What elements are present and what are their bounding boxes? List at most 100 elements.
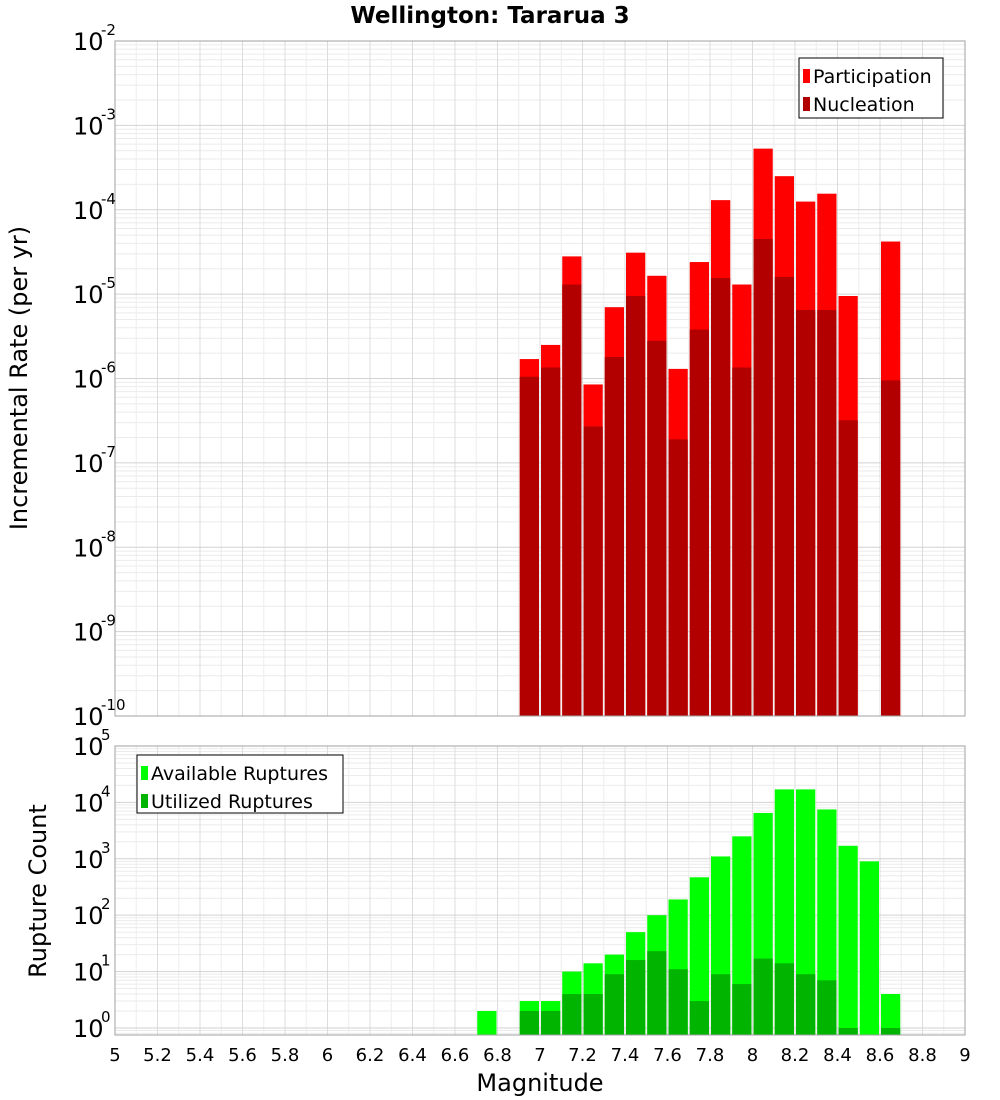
bar-utilized-ruptures bbox=[668, 969, 688, 1035]
y-tick-label: 10 bbox=[73, 959, 104, 987]
x-tick-label: 7.4 bbox=[611, 1045, 640, 1066]
bar-nucleation bbox=[817, 309, 837, 716]
y-tick-label: 10 bbox=[73, 281, 104, 309]
bar-utilized-ruptures bbox=[626, 960, 646, 1035]
x-tick-label: 6.6 bbox=[441, 1045, 470, 1066]
y-tick-label: 10 bbox=[73, 197, 104, 225]
bar-utilized-ruptures bbox=[647, 951, 667, 1035]
x-tick-label: 8.4 bbox=[823, 1045, 852, 1066]
bar-available-ruptures bbox=[859, 861, 879, 1035]
bar-utilized-ruptures bbox=[689, 1001, 709, 1035]
bar-utilized-ruptures bbox=[519, 1010, 539, 1035]
bar-available-ruptures bbox=[689, 877, 709, 1035]
legend-box bbox=[798, 57, 944, 119]
y-tick-exponent: -5 bbox=[101, 274, 116, 292]
y-tick-label: 10 bbox=[73, 733, 104, 761]
x-tick-label: 8.2 bbox=[781, 1045, 810, 1066]
y-tick-label: 10 bbox=[73, 366, 104, 394]
bar-nucleation bbox=[838, 420, 858, 716]
legend-label: Utilized Ruptures bbox=[151, 791, 313, 813]
y-tick-exponent: 3 bbox=[101, 839, 111, 857]
bar-utilized-ruptures bbox=[838, 1027, 858, 1035]
legend-swatch bbox=[141, 794, 148, 808]
bar-nucleation bbox=[583, 426, 603, 716]
bar-nucleation bbox=[647, 340, 667, 716]
x-tick-label: 7.2 bbox=[568, 1045, 597, 1066]
x-axis-label: Magnitude bbox=[476, 1069, 603, 1097]
y-tick-label: 10 bbox=[73, 619, 104, 647]
y-tick-exponent: 2 bbox=[101, 895, 111, 913]
legend: Available Ruptures Utilized Ruptures bbox=[136, 754, 344, 814]
y-tick-label: 10 bbox=[73, 1015, 104, 1043]
legend-box bbox=[136, 754, 344, 814]
y-tick-label: 10 bbox=[73, 28, 104, 56]
bar-utilized-ruptures bbox=[796, 974, 816, 1035]
rate-y-axis-label: Incremental Rate (per yr) bbox=[5, 226, 33, 530]
y-tick-exponent: 5 bbox=[101, 726, 111, 744]
y-tick-exponent: 0 bbox=[101, 1008, 111, 1026]
x-tick-label: 5.2 bbox=[143, 1045, 172, 1066]
bar-available-ruptures bbox=[477, 1010, 497, 1035]
y-tick-label: 10 bbox=[73, 902, 104, 930]
x-tick-label: 8.8 bbox=[908, 1045, 937, 1066]
x-tick-label: 7.8 bbox=[696, 1045, 725, 1066]
x-tick-label: 5 bbox=[109, 1045, 120, 1066]
y-tick-exponent: -3 bbox=[101, 105, 116, 123]
x-tick-label: 5.8 bbox=[271, 1045, 300, 1066]
legend: Participation Nucleation bbox=[798, 57, 944, 119]
x-tick-label: 6.2 bbox=[356, 1045, 385, 1066]
bar-utilized-ruptures bbox=[817, 980, 837, 1035]
legend-label: Participation bbox=[813, 66, 932, 88]
rate-chart: 10-1010-910-810-710-610-510-410-310-2Par… bbox=[73, 21, 966, 731]
plot-frame bbox=[114, 40, 966, 717]
bar-available-ruptures bbox=[881, 994, 901, 1035]
y-tick-exponent: -2 bbox=[101, 21, 116, 39]
y-tick-exponent: -7 bbox=[101, 443, 116, 461]
y-tick-label: 10 bbox=[73, 846, 104, 874]
bar-utilized-ruptures bbox=[753, 958, 773, 1035]
x-tick-label: 6.8 bbox=[483, 1045, 512, 1066]
x-tick-label: 9 bbox=[959, 1045, 970, 1066]
bar-available-ruptures bbox=[796, 789, 816, 1035]
x-tick-label: 7 bbox=[534, 1045, 545, 1066]
y-tick-label: 10 bbox=[73, 450, 104, 478]
bar-nucleation bbox=[668, 439, 688, 716]
bar-nucleation bbox=[562, 284, 582, 716]
y-tick-exponent: 1 bbox=[101, 952, 111, 970]
x-tick-label: 8.6 bbox=[866, 1045, 895, 1066]
legend-label: Nucleation bbox=[813, 94, 915, 116]
bar-nucleation bbox=[626, 296, 646, 716]
bar-available-ruptures bbox=[838, 845, 858, 1035]
x-tick-label: 8 bbox=[747, 1045, 758, 1066]
y-tick-exponent: -10 bbox=[101, 696, 126, 714]
y-tick-exponent: 4 bbox=[101, 782, 111, 800]
bar-nucleation bbox=[732, 367, 752, 716]
y-tick-exponent: -9 bbox=[101, 612, 116, 630]
bar-utilized-ruptures bbox=[583, 994, 603, 1035]
bar-nucleation bbox=[519, 376, 539, 716]
bar-nucleation bbox=[541, 367, 561, 716]
bar-nucleation bbox=[711, 278, 731, 716]
bar-utilized-ruptures bbox=[774, 963, 794, 1035]
bar-nucleation bbox=[689, 329, 709, 716]
y-tick-label: 10 bbox=[73, 112, 104, 140]
count-y-axis-label: Rupture Count bbox=[24, 804, 52, 978]
bar-utilized-ruptures bbox=[711, 974, 731, 1035]
legend-label: Available Ruptures bbox=[151, 763, 328, 785]
bar-available-ruptures bbox=[817, 809, 837, 1035]
y-tick-label: 10 bbox=[73, 789, 104, 817]
bar-utilized-ruptures bbox=[604, 974, 624, 1035]
chart-title: Wellington: Tararua 3 bbox=[350, 3, 629, 29]
bar-utilized-ruptures bbox=[541, 1010, 561, 1035]
bar-utilized-ruptures bbox=[732, 984, 752, 1035]
y-tick-label: 10 bbox=[73, 534, 104, 562]
bar-nucleation bbox=[604, 356, 624, 716]
x-tick-label: 6.4 bbox=[398, 1045, 427, 1066]
legend-swatch bbox=[803, 97, 810, 111]
x-tick-label: 5.6 bbox=[228, 1045, 257, 1066]
legend-swatch bbox=[141, 766, 148, 780]
bar-utilized-ruptures bbox=[881, 1027, 901, 1035]
bar-nucleation bbox=[774, 276, 794, 716]
